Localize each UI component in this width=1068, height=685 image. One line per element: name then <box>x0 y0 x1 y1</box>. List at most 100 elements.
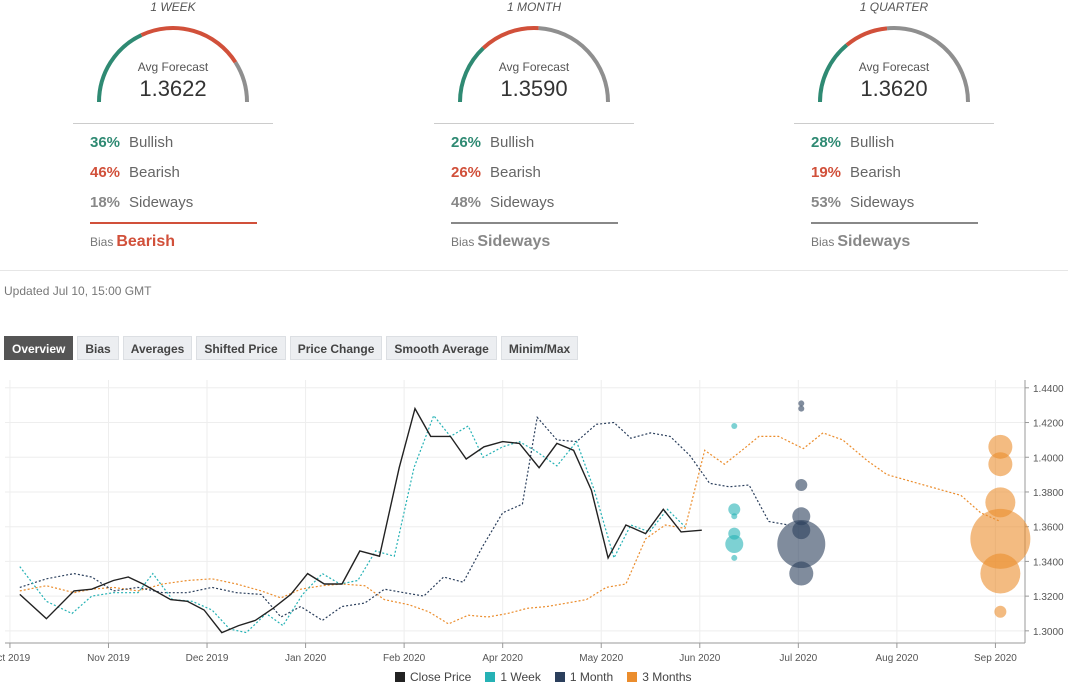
gauge-arc-bullish <box>818 43 849 103</box>
tab-minim-max[interactable]: Minim/Max <box>500 336 579 360</box>
forecast-gauge <box>97 26 249 103</box>
legend-item-1-week[interactable]: 1 Week <box>485 670 541 684</box>
tab-shifted-price[interactable]: Shifted Price <box>196 336 286 360</box>
legend-label: 1 Week <box>500 670 541 684</box>
forecast-bubble[interactable] <box>731 513 738 520</box>
bias-label: Bias <box>811 235 835 249</box>
forecast-bubble[interactable] <box>731 554 738 561</box>
bias-label: Bias <box>90 235 114 249</box>
forecast-bubble[interactable] <box>980 553 1021 594</box>
y-tick-label: 1.3000 <box>1033 627 1064 638</box>
legend-swatch <box>627 672 638 682</box>
y-tick-label: 1.4000 <box>1033 453 1064 464</box>
bullish-row: 36% Bullish <box>90 134 173 151</box>
tab-bias[interactable]: Bias <box>77 336 119 360</box>
bias-line <box>90 222 257 224</box>
legend-swatch <box>554 672 565 682</box>
bullish-label: Bullish <box>850 134 895 151</box>
series-line-1-month[interactable] <box>19 415 789 622</box>
forecast-chart: 1.4400 1.4200 1.4000 1.3800 1.3600 1.3400 1.32… <box>0 380 1064 664</box>
forecast-bubble[interactable] <box>795 479 808 492</box>
x-tick-label: Aug 2020 <box>875 653 918 664</box>
bullish-row: 26% Bullish <box>451 134 534 151</box>
bearish-row: 26% Bearish <box>451 164 541 181</box>
forecast-bubble[interactable] <box>798 405 805 412</box>
sideways-percent: 48% <box>451 194 482 211</box>
legend-swatch <box>395 672 405 682</box>
y-tick-label: 1.4200 <box>1033 419 1064 430</box>
forecast-bubble[interactable] <box>988 452 1013 477</box>
gauge-arc-bearish <box>481 26 539 50</box>
bullish-row: 28% Bullish <box>811 134 894 151</box>
avg-forecast-value: 1.3620 <box>860 76 928 101</box>
avg-forecast-label: Avg Forecast <box>137 60 209 74</box>
forecast-bubble[interactable] <box>798 400 805 407</box>
bearish-percent: 19% <box>811 164 842 181</box>
avg-forecast-value: 1.3590 <box>500 76 568 101</box>
x-tick-label: Feb 2020 <box>383 653 426 664</box>
gauge-arc-bullish <box>458 46 485 103</box>
chart-legend: Close Price 1 Week 1 Month 3 Months <box>395 670 692 684</box>
legend-label: 1 Month <box>569 670 614 684</box>
gauge-arc-bearish <box>140 26 238 64</box>
x-tick-label: Oct 2019 <box>0 653 31 664</box>
x-tick-label: Apr 2020 <box>482 653 523 664</box>
gauge-arc-sideways <box>886 26 970 103</box>
forecast-bubble[interactable] <box>988 434 1013 459</box>
sideways-row: 18% Sideways <box>90 194 193 211</box>
bullish-percent: 28% <box>811 134 842 151</box>
section-divider <box>0 270 1068 271</box>
x-tick-label: Dec 2019 <box>186 653 229 664</box>
x-tick-label: Sep 2020 <box>974 653 1017 664</box>
tab-smooth-average[interactable]: Smooth Average <box>386 336 497 360</box>
forecast-bubble[interactable] <box>970 508 1031 569</box>
y-tick-label: 1.3600 <box>1033 523 1064 534</box>
tab-overview[interactable]: Overview <box>4 336 74 360</box>
forecast-gauge <box>818 26 970 103</box>
bearish-label: Bearish <box>490 164 541 181</box>
forecast-gauge <box>458 26 610 103</box>
bias: Bias Sideways <box>451 233 550 251</box>
period-label: 1 QUARTER <box>859 0 929 14</box>
gauge-arc-bearish <box>845 26 888 47</box>
x-tick-label: Jan 2020 <box>285 653 327 664</box>
series-line-1-week[interactable] <box>19 414 686 634</box>
period-label: 1 WEEK <box>150 0 196 14</box>
sideways-row: 53% Sideways <box>811 194 914 211</box>
bias-label: Bias <box>451 235 475 249</box>
legend-item-3-months[interactable]: 3 Months <box>627 670 692 684</box>
forecast-bubble[interactable] <box>777 520 826 569</box>
series-line-3-months[interactable] <box>19 432 1001 625</box>
bearish-row: 19% Bearish <box>811 164 901 181</box>
bias-value: Bearish <box>116 233 176 250</box>
chart-tabs: Overview Bias Averages Shifted Price Pri… <box>4 336 579 360</box>
bearish-label: Bearish <box>850 164 901 181</box>
sideways-percent: 53% <box>811 194 842 211</box>
bearish-percent: 26% <box>451 164 482 181</box>
forecast-bubble[interactable] <box>728 503 741 516</box>
gauge-arc-sideways <box>538 26 610 103</box>
legend-label: 3 Months <box>642 670 692 684</box>
series-line-close-price[interactable] <box>19 406 702 634</box>
y-tick-label: 1.3200 <box>1033 592 1064 603</box>
forecast-bubble[interactable] <box>789 561 814 586</box>
forecast-bubble[interactable] <box>731 423 738 430</box>
tab-averages[interactable]: Averages <box>122 336 193 360</box>
gauge-arc-bullish <box>97 33 143 103</box>
legend-label: Close Price <box>410 670 472 684</box>
bias-line <box>811 222 978 224</box>
avg-forecast-value: 1.3622 <box>139 76 207 101</box>
tab-price-change[interactable]: Price Change <box>289 336 383 360</box>
forecast-bubble[interactable] <box>725 535 744 554</box>
x-tick-label: May 2020 <box>579 653 623 664</box>
bullish-label: Bullish <box>490 134 535 151</box>
period-label: 1 MONTH <box>507 0 561 14</box>
legend-item-1-month[interactable]: 1 Month <box>554 670 614 684</box>
bias: Bias Bearish <box>90 233 175 251</box>
avg-forecast-label: Avg Forecast <box>858 60 930 74</box>
forecast-bubble[interactable] <box>994 605 1007 618</box>
legend-item-close-price[interactable]: Close Price <box>395 670 471 684</box>
avg-forecast-label: Avg Forecast <box>498 60 570 74</box>
divider <box>794 123 994 124</box>
bearish-label: Bearish <box>129 164 180 181</box>
